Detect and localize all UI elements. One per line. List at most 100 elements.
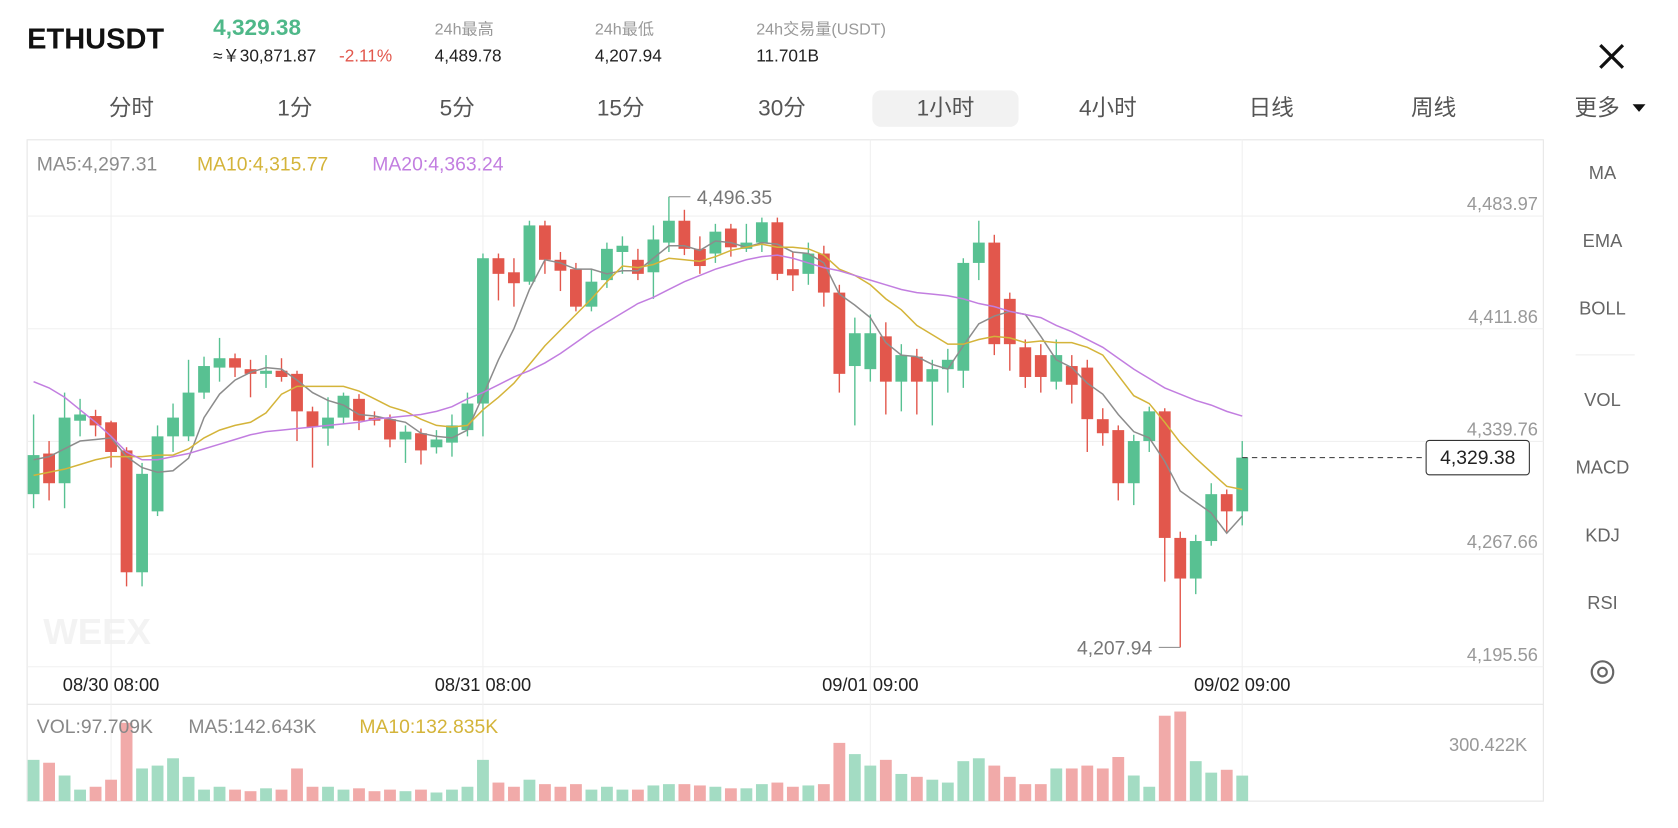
timeframe-tab[interactable]: 1小时: [872, 90, 1019, 127]
timeframe-tab[interactable]: 周线: [1411, 96, 1456, 121]
candle-body: [337, 395, 350, 418]
candle-body: [926, 369, 939, 382]
candle-body: [306, 411, 319, 427]
timeframe-tab[interactable]: 日线: [1249, 96, 1294, 121]
volume-bar: [1034, 784, 1047, 802]
candle-body: [1096, 419, 1109, 434]
volume-bar: [957, 761, 970, 802]
volume-bar: [678, 784, 691, 802]
candle-body: [213, 358, 226, 368]
volume-bar: [105, 779, 117, 802]
volume-bar: [182, 776, 195, 802]
volume-bar: [647, 785, 660, 802]
volume-bar: [755, 784, 768, 802]
indicator-button[interactable]: MA: [1589, 162, 1617, 183]
tab-label: 1分: [277, 96, 312, 121]
volume-bar: [508, 786, 520, 802]
volume-bar: [910, 776, 923, 802]
volume-bar: [306, 786, 319, 802]
candle-body: [724, 228, 737, 248]
candle-body: [120, 450, 133, 573]
volume-bar: [136, 768, 148, 802]
candle-body: [616, 245, 629, 252]
volume-bar: [988, 765, 1001, 802]
last-price-box: [1425, 439, 1530, 476]
volume-bar: [1220, 769, 1233, 802]
indicator-button[interactable]: MACD: [1576, 457, 1630, 478]
indicator-button[interactable]: RSI: [1587, 592, 1617, 613]
timeframe-tab[interactable]: 15分: [597, 96, 645, 121]
volume-bar: [1189, 761, 1202, 802]
tab-label: 15分: [597, 96, 645, 121]
x-tick-label: 08/30 08:00: [63, 674, 160, 695]
volume-bar: [1158, 715, 1171, 802]
volume-bar: [1236, 775, 1249, 802]
stat-label: 24h交易量(USDT): [756, 20, 886, 38]
volume-bar: [430, 792, 443, 802]
candle-body: [1236, 457, 1249, 512]
volume-bar: [895, 773, 908, 802]
volume-bar: [260, 788, 272, 802]
volume-bar: [724, 788, 737, 802]
candle-body: [198, 366, 210, 393]
candle-body: [1158, 411, 1171, 538]
candle-body: [182, 392, 195, 437]
candle-body: [523, 225, 536, 282]
timeframe-tab[interactable]: 4小时: [1079, 96, 1137, 121]
dropdown-arrow: [1632, 104, 1646, 112]
candle-body: [895, 355, 908, 382]
stat-value: 11.701B: [756, 46, 819, 66]
candle-body: [755, 222, 768, 243]
candle-body: [492, 258, 505, 274]
settings-button[interactable]: [1590, 660, 1615, 684]
volume-bar: [477, 759, 489, 802]
candle-body: [1112, 430, 1125, 484]
volume-bar: [941, 782, 954, 802]
volume-bar: [74, 789, 86, 802]
volume-bar: [1050, 768, 1063, 802]
candle-body: [430, 439, 443, 448]
stat-value: 4,207.94: [595, 46, 662, 66]
volume-bar: [1096, 768, 1109, 802]
volume-bar: [585, 789, 598, 802]
volume-bar: [322, 786, 334, 802]
indicator-button[interactable]: VOL: [1584, 389, 1621, 410]
y-tick-label: 4,411.86: [1468, 306, 1538, 327]
y-tick-label: 4,483.97: [1467, 193, 1538, 214]
candle-body: [1174, 537, 1187, 579]
candle-body: [260, 370, 272, 374]
volume-bar: [1143, 786, 1156, 802]
timeframe-tab[interactable]: 更多: [1575, 96, 1646, 121]
candle-body: [322, 417, 334, 429]
timeframe-tab[interactable]: 1分: [277, 96, 312, 121]
stat-label: 24h最高: [435, 20, 494, 38]
close-button[interactable]: [1599, 44, 1625, 69]
volume-bar: [1174, 711, 1187, 802]
timeframe-tab[interactable]: 30分: [758, 96, 806, 121]
candle-body: [275, 370, 288, 377]
tab-label: 30分: [758, 96, 806, 121]
indicator-button[interactable]: EMA: [1583, 230, 1623, 251]
timeframe-tab[interactable]: 5分: [440, 96, 475, 121]
candle-body: [446, 425, 458, 443]
indicator-button[interactable]: BOLL: [1579, 298, 1626, 319]
volume-bar: [1065, 768, 1078, 802]
indicator-button[interactable]: KDJ: [1585, 524, 1620, 545]
timeframe-tab[interactable]: 分时: [109, 96, 154, 121]
volume-bar: [740, 788, 753, 802]
candle-body: [678, 220, 691, 249]
volume-bar: [291, 768, 303, 802]
y-tick-label: 4,339.76: [1467, 418, 1538, 439]
ma-line: [33, 243, 1243, 491]
candle-body: [508, 272, 520, 284]
volume-bar: [1112, 756, 1125, 802]
legend-entry: MA5:142.643K: [188, 716, 316, 738]
ma-line: [33, 254, 1243, 461]
candle-body: [709, 231, 722, 254]
volume-bar: [415, 789, 427, 802]
volume-bar: [709, 786, 722, 802]
candle-body: [647, 239, 660, 273]
high-label: 4,496.35: [697, 187, 772, 209]
legend-entry: MA10:132.835K: [359, 716, 498, 738]
